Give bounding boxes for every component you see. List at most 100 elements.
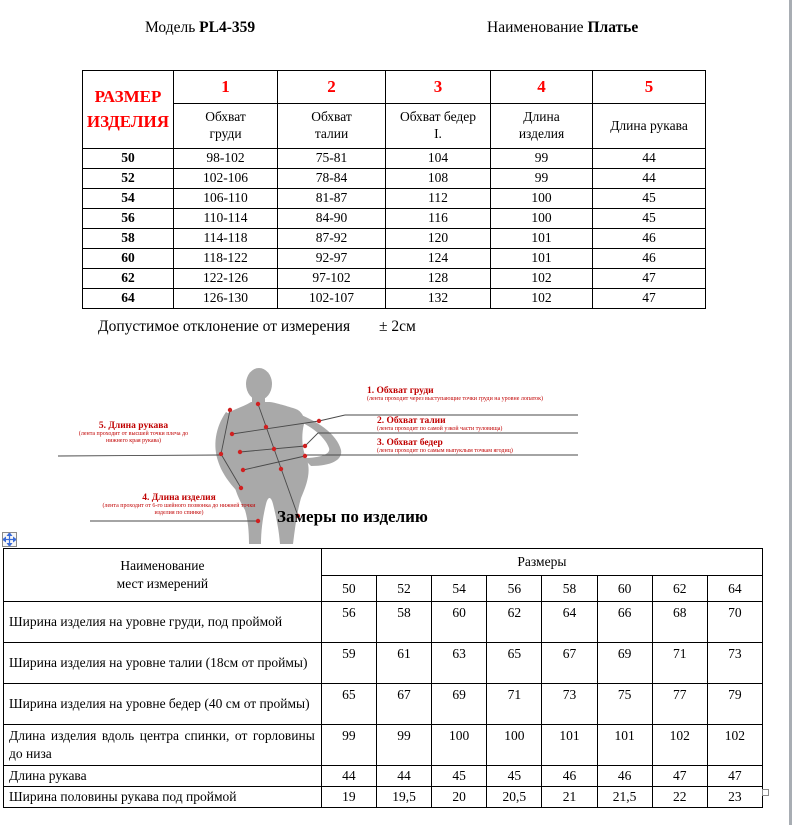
size-column-header: 64 <box>706 575 764 602</box>
measurement-value: 97-102 <box>277 268 386 289</box>
measurement-value: 62 <box>486 601 543 643</box>
measurement-value: 45 <box>592 208 706 229</box>
figure-label-title: 5. Длина рукава <box>98 421 169 431</box>
measure-table-row: Ширина изделия на уровне груди, под прой… <box>3 601 764 643</box>
measurement-place-name: Ширина изделия на уровне бедер (40 см от… <box>3 683 322 725</box>
section-title: Замеры по изделию <box>277 507 428 526</box>
measurement-value: 102-107 <box>277 288 386 309</box>
measurement-value: 100 <box>431 724 488 766</box>
figure-label-waist: 2. Обхват талии (лента проходит по самой… <box>377 416 577 433</box>
measurement-value: 75-81 <box>277 148 386 169</box>
measurement-value: 46 <box>596 765 653 787</box>
column-header: Обхват талии <box>277 103 386 149</box>
measurement-value: 45 <box>486 765 543 787</box>
size-chart-number-row: РАЗМЕР ИЗДЕЛИЯ 1 2 3 4 5 <box>82 70 706 149</box>
measurement-value: 79 <box>706 683 764 725</box>
sizes-header: Размеры <box>320 548 764 576</box>
table-move-handle[interactable] <box>2 532 17 547</box>
measurement-value: 63 <box>431 642 488 684</box>
measurement-value: 128 <box>385 268 491 289</box>
measurement-value: 46 <box>592 248 706 269</box>
measure-table-row: Длина рукава 44 44 45 45 46 46 47 47 <box>3 765 764 787</box>
figure-label-garment-length: 4. Длина изделия (лента проходит от 6-го… <box>95 493 263 517</box>
figure-label-title: 2. Обхват талии <box>377 416 446 426</box>
size-column-header: 58 <box>541 575 598 602</box>
measurement-value: 73 <box>706 642 764 684</box>
measurement-value: 102 <box>706 724 764 766</box>
measurement-value: 44 <box>375 765 433 787</box>
size-chart-row: 54 106-110 81-87 112 100 45 <box>82 188 706 209</box>
measurement-value: 124 <box>385 248 491 269</box>
measurement-value: 118-122 <box>173 248 278 269</box>
measurement-value: 87-92 <box>277 228 386 249</box>
size-value: 60 <box>82 248 174 269</box>
measurement-value: 101 <box>490 228 593 249</box>
tolerance-text: Допустимое отклонение от измерения <box>98 318 351 335</box>
measurement-value: 45 <box>592 188 706 209</box>
measurement-value: 77 <box>651 683 708 725</box>
measurement-value: 126-130 <box>173 288 278 309</box>
size-column-header: 60 <box>596 575 653 602</box>
table-resize-handle[interactable] <box>762 789 769 796</box>
measure-table-header-row: Наименование мест измерений Размеры <box>3 548 764 602</box>
measurement-value: 61 <box>375 642 433 684</box>
measurement-value: 101 <box>596 724 653 766</box>
measurement-value: 75 <box>596 683 653 725</box>
size-chart-table: РАЗМЕР ИЗДЕЛИЯ 1 2 3 4 5 Обхват груди Об… <box>82 70 706 309</box>
measurement-value: 21,5 <box>596 786 653 808</box>
measurement-value: 116 <box>385 208 491 229</box>
size-value: 62 <box>82 268 174 289</box>
measurement-value: 47 <box>592 268 706 289</box>
figure-label-sleeve-length: 5. Длина рукава (лента проходит от высше… <box>61 421 206 445</box>
measurement-value: 73 <box>541 683 598 725</box>
measurement-value: 20,5 <box>486 786 543 808</box>
measurement-value: 65 <box>320 683 377 725</box>
size-column-header: 62 <box>651 575 708 602</box>
size-chart-row: 58 114-118 87-92 120 101 46 <box>82 228 706 249</box>
measurement-value: 44 <box>592 168 706 189</box>
measurement-value: 59 <box>320 642 377 684</box>
measurement-place-name: Длина рукава <box>3 765 322 787</box>
measurement-value: 100 <box>486 724 543 766</box>
size-chart-row: 56 110-114 84-90 116 100 45 <box>82 208 706 229</box>
measurement-value: 98-102 <box>173 148 278 169</box>
measurement-value: 64 <box>541 601 598 643</box>
measurement-value: 45 <box>431 765 488 787</box>
measurement-value: 47 <box>592 288 706 309</box>
measurement-value: 81-87 <box>277 188 386 209</box>
size-chart-row: 60 118-122 92-97 124 101 46 <box>82 248 706 269</box>
measurement-value: 122-126 <box>173 268 278 289</box>
measurement-value: 78-84 <box>277 168 386 189</box>
measure-name-header: Наименование мест измерений <box>3 548 322 602</box>
measurement-place-name: Ширина изделия на уровне груди, под прой… <box>3 601 322 643</box>
measurement-value: 44 <box>592 148 706 169</box>
measure-table-row: Ширина половины рукава под проймой 19 19,5… <box>3 786 764 808</box>
product-measurements-table: Наименование мест измерений Размеры 50 52… <box>3 548 764 808</box>
column-header: Обхват бедер I. <box>385 103 491 149</box>
column-number: 1 <box>173 70 278 104</box>
size-value: 58 <box>82 228 174 249</box>
size-value: 56 <box>82 208 174 229</box>
measurement-value: 99 <box>320 724 377 766</box>
size-chart-row: 52 102-106 78-84 108 99 44 <box>82 168 706 189</box>
figure-label-title: 3. Обхват бедер <box>377 438 443 448</box>
product-name-label: Наименование <box>487 19 584 36</box>
measurement-value: 66 <box>596 601 653 643</box>
measurement-value: 19,5 <box>375 786 433 808</box>
measurement-value: 100 <box>490 188 593 209</box>
measurement-value: 67 <box>541 642 598 684</box>
measurement-value: 58 <box>375 601 433 643</box>
measurement-value: 120 <box>385 228 491 249</box>
measurement-value: 99 <box>375 724 433 766</box>
measurement-value: 102-106 <box>173 168 278 189</box>
measurement-value: 104 <box>385 148 491 169</box>
measurement-value: 114-118 <box>173 228 278 249</box>
measurement-value: 70 <box>706 601 764 643</box>
measurement-place-name: Ширина половины рукава под проймой <box>3 786 322 808</box>
move-arrows-icon <box>2 532 17 547</box>
measurement-value: 60 <box>431 601 488 643</box>
measurement-value: 23 <box>706 786 764 808</box>
page-edge-line <box>789 0 792 825</box>
size-value: 54 <box>82 188 174 209</box>
